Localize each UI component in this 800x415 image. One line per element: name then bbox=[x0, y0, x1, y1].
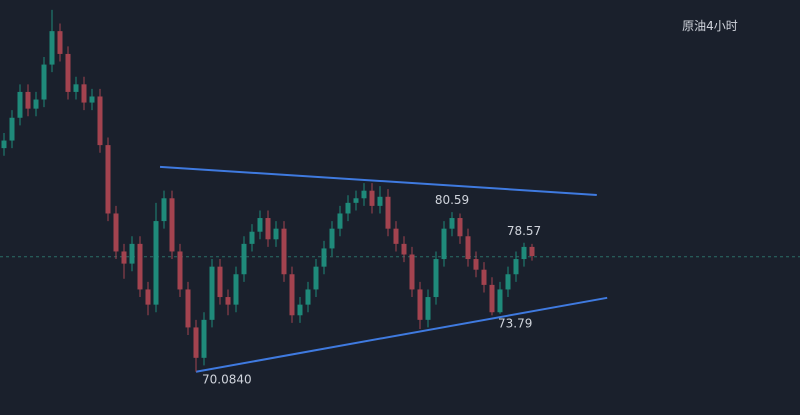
candle-body bbox=[457, 218, 463, 237]
candle-body bbox=[257, 218, 263, 232]
candle-body bbox=[65, 53, 71, 92]
candle-body bbox=[369, 190, 375, 206]
candle-body bbox=[137, 243, 143, 290]
candle-body bbox=[449, 218, 455, 229]
candle-body bbox=[241, 243, 247, 275]
candle-body bbox=[129, 243, 135, 264]
candle-body bbox=[433, 259, 439, 298]
candle-body bbox=[489, 284, 495, 313]
candle-body bbox=[25, 91, 31, 109]
candle-body bbox=[33, 99, 39, 109]
low-label: 70.0840 bbox=[202, 373, 252, 387]
chart-title: 原油4小时 bbox=[682, 19, 738, 33]
candle-body bbox=[481, 269, 487, 285]
candle-body bbox=[169, 198, 175, 252]
candle-body bbox=[145, 289, 151, 305]
candle-body bbox=[9, 117, 15, 141]
candle-body bbox=[273, 228, 279, 240]
candle-body bbox=[321, 248, 327, 267]
candle-body bbox=[249, 231, 255, 244]
trendline bbox=[159, 165, 597, 196]
candle-body bbox=[473, 259, 479, 270]
candle-body bbox=[209, 266, 215, 320]
candle-body bbox=[385, 196, 391, 229]
candle-body bbox=[353, 198, 359, 203]
candle-body bbox=[121, 251, 127, 264]
candle-body bbox=[41, 64, 47, 100]
candle-body bbox=[417, 289, 423, 320]
candle-body bbox=[497, 289, 503, 313]
candle-body bbox=[233, 274, 239, 305]
candle-body bbox=[361, 190, 367, 199]
candle-body bbox=[1, 140, 7, 149]
candle-body bbox=[465, 236, 471, 260]
candle-body bbox=[81, 84, 87, 103]
trendline bbox=[195, 296, 608, 373]
candle-body bbox=[177, 251, 183, 290]
candle-body bbox=[505, 274, 511, 290]
candle-body bbox=[17, 91, 23, 118]
candle-body bbox=[401, 243, 407, 255]
candle-body bbox=[97, 96, 103, 146]
high-label: 80.59 bbox=[435, 193, 469, 207]
candle-body bbox=[521, 246, 527, 260]
candle-body bbox=[89, 96, 95, 103]
candle-body bbox=[225, 297, 231, 305]
high-label: 78.57 bbox=[507, 224, 541, 238]
candle-body bbox=[185, 289, 191, 328]
candle-body bbox=[265, 218, 271, 240]
candle-body bbox=[513, 259, 519, 275]
candle-body bbox=[345, 202, 351, 214]
candle-body bbox=[377, 196, 383, 206]
candle-body bbox=[425, 297, 431, 320]
candle-body bbox=[409, 254, 415, 290]
candle-body bbox=[153, 221, 159, 305]
candle-body bbox=[313, 266, 319, 290]
candle-body bbox=[105, 145, 111, 214]
candle-body bbox=[305, 289, 311, 305]
low-label: 73.79 bbox=[498, 316, 532, 330]
candle-body bbox=[329, 228, 335, 249]
candle-body bbox=[73, 84, 79, 92]
candle-body bbox=[441, 228, 447, 260]
candle-body bbox=[337, 213, 343, 229]
candle-body bbox=[529, 246, 535, 257]
candle-body bbox=[49, 31, 55, 65]
candle-body bbox=[113, 213, 119, 252]
candle-body bbox=[289, 274, 295, 316]
candle-body bbox=[217, 266, 223, 298]
candle-body bbox=[281, 228, 287, 275]
candle-body bbox=[57, 31, 63, 54]
candle-body bbox=[393, 228, 399, 244]
candle-body bbox=[193, 327, 199, 358]
candle-body bbox=[297, 304, 303, 316]
candle-body bbox=[201, 319, 207, 358]
candle-body bbox=[161, 198, 167, 222]
